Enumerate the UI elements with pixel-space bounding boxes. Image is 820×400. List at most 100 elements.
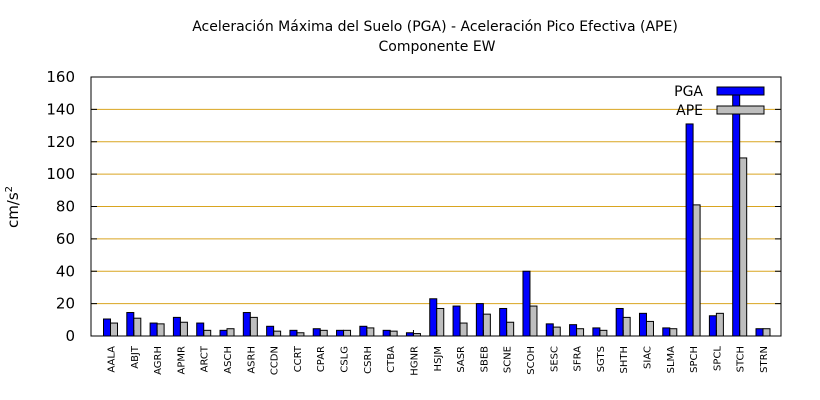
- x-tick-label: SCNE: [503, 346, 514, 373]
- x-tick-label: STCH: [736, 346, 747, 372]
- y-tick-label: 80: [56, 198, 75, 216]
- bar-ape: [529, 305, 538, 337]
- bar-ape: [645, 320, 654, 337]
- bar-ape: [343, 329, 352, 337]
- y-tick-label: 0: [65, 327, 75, 345]
- bar-pga: [266, 325, 275, 337]
- y-tick-label: 20: [56, 295, 75, 313]
- bar-ape: [669, 328, 678, 337]
- bar-ape: [203, 329, 212, 337]
- x-tick-label: CSLG: [340, 346, 351, 373]
- bar-ape: [226, 328, 235, 337]
- bar-ape: [622, 316, 631, 337]
- bar-ape: [436, 307, 445, 337]
- y-tick-labels: 0 20 40 60 80 100 120 140 160: [46, 68, 75, 345]
- legend-swatch-ape: [716, 105, 765, 115]
- bar-pga: [382, 329, 391, 337]
- gridlines: [91, 76, 781, 337]
- bar-ape: [366, 327, 375, 337]
- bar-pga: [615, 307, 624, 337]
- x-tick-label: HSJM: [433, 346, 444, 371]
- x-tick-label: SPCH: [689, 346, 700, 373]
- bar-pga: [103, 318, 111, 337]
- bar-ape: [133, 317, 142, 337]
- x-tick-label: CSRH: [363, 346, 374, 374]
- x-tick-label: CTBA: [386, 346, 397, 373]
- x-tick-label: STRN: [759, 346, 770, 373]
- bar-pga: [312, 328, 321, 337]
- x-tick-label: SGTS: [596, 346, 607, 372]
- chart-subtitle: Componente EW: [378, 39, 495, 55]
- bar-pga: [336, 329, 345, 337]
- x-tick-label: SFRA: [573, 346, 584, 372]
- legend-label-pga: PGA: [674, 84, 703, 100]
- x-tick-label: SLMA: [666, 346, 677, 374]
- bar-pga: [359, 325, 368, 337]
- bar-ape: [273, 330, 282, 337]
- bar-pga: [289, 329, 298, 337]
- bar-ape: [249, 316, 258, 337]
- bar-ape: [576, 328, 585, 337]
- x-tick-labels: AALA ABJT AGRH APMR ARCT ASCH ASRH CCDN CCRT CPAR…: [107, 330, 770, 376]
- bar-pga: [452, 305, 461, 337]
- bar-ape: [319, 329, 328, 337]
- bar-ape: [459, 322, 468, 337]
- y-axis-label: cm/s2: [4, 186, 22, 228]
- bar-pga: [522, 270, 531, 337]
- bar-pga: [429, 298, 438, 337]
- bar-ape: [389, 330, 398, 337]
- x-tick-label: SHTH: [619, 346, 630, 374]
- y-tick-label: 100: [46, 165, 75, 183]
- bar-ape: [156, 323, 165, 337]
- x-tick-label: CCRT: [293, 345, 304, 372]
- bar-pga: [242, 312, 251, 337]
- bar-ape: [552, 326, 561, 337]
- bar-pga: [592, 327, 601, 337]
- x-tick-label: ABJT: [130, 345, 141, 369]
- x-tick-label: SPCL: [712, 346, 723, 371]
- bar-ape: [692, 204, 701, 337]
- bar-ape: [179, 321, 188, 337]
- bar-pga: [126, 312, 135, 337]
- bar-ape: [739, 157, 748, 337]
- x-tick-label: ARCT: [200, 345, 211, 372]
- bar-pga: [499, 307, 508, 337]
- x-tick-label: SIAC: [642, 346, 653, 369]
- bar-pga: [662, 327, 671, 337]
- legend-swatch-pga: [716, 86, 765, 96]
- bars: [103, 92, 771, 337]
- x-tick-label: CCDN: [270, 346, 281, 375]
- x-tick-label: CPAR: [316, 346, 327, 372]
- bar-pga: [219, 329, 228, 337]
- y-tick-label: 60: [56, 230, 75, 248]
- legend-label-ape: APE: [676, 103, 703, 119]
- y-tick-label: 40: [56, 262, 75, 280]
- x-tick-label: SASR: [456, 346, 467, 373]
- x-tick-label: SCOH: [526, 346, 537, 375]
- y-axis-label-unit: cm/s: [4, 192, 22, 228]
- x-tick-label: APMR: [176, 346, 187, 374]
- x-tick-label: SESC: [549, 346, 560, 372]
- bar-pga: [732, 92, 741, 337]
- bar-pga: [755, 328, 764, 337]
- y-tick-label: 140: [46, 100, 75, 118]
- y-axis-label-exponent: 2: [4, 186, 15, 192]
- plot-frame: [90, 76, 782, 337]
- x-tick-label: SBEB: [479, 346, 490, 373]
- bar-ape: [110, 322, 118, 337]
- chart-title: Aceleración Máxima del Suelo (PGA) - Ace…: [192, 19, 678, 35]
- x-tick-label: HGNR: [409, 346, 420, 376]
- bar-ape: [715, 312, 724, 337]
- bar-pga: [569, 324, 578, 337]
- bar-ape: [599, 329, 608, 337]
- x-tick-label: AGRH: [153, 346, 164, 375]
- bar-ape: [762, 328, 771, 337]
- bar-pga: [475, 303, 484, 337]
- bar-pga: [545, 323, 554, 337]
- y-tick-label: 160: [46, 68, 75, 86]
- bar-ape: [482, 313, 491, 337]
- bar-pga: [708, 315, 717, 337]
- bar-pga: [196, 322, 205, 337]
- legend: PGA APE: [674, 84, 765, 119]
